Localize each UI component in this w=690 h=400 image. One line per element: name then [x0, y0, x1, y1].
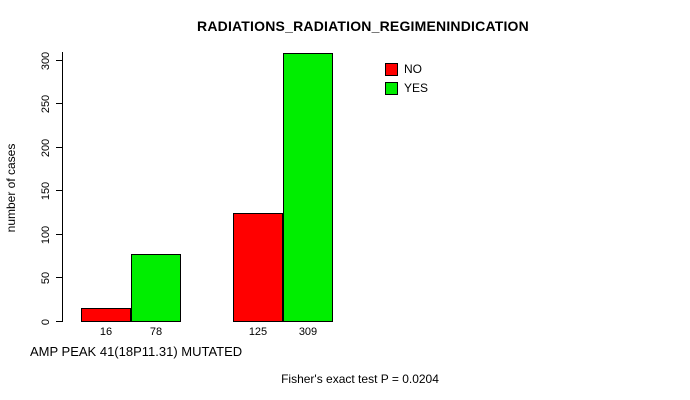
y-axis-tick-label-text: 100 — [40, 225, 52, 245]
y-axis-tick — [56, 103, 62, 105]
y-axis-tick-label-text: 50 — [40, 272, 52, 285]
legend: NO YES — [385, 62, 428, 100]
legend-label: YES — [404, 81, 429, 95]
y-axis-tick-label-text: 150 — [40, 182, 52, 201]
bar-no-group1 — [81, 308, 131, 322]
legend-swatch-no — [385, 62, 398, 76]
y-axis-tick — [56, 190, 62, 192]
legend-entry: NO — [385, 62, 428, 76]
legend-entry: YES — [385, 81, 428, 95]
x-axis-label: AMP PEAK 41(18P11.31) MUTATED — [30, 344, 243, 359]
y-axis-tick — [56, 146, 62, 148]
bar-yes-group2 — [283, 52, 333, 322]
chart-title: RADIATIONS_RADIATION_REGIMENINDICATION — [197, 18, 529, 34]
y-axis-tick — [56, 59, 62, 61]
bar-value-label: 125 — [248, 326, 268, 338]
legend-label: NO — [404, 62, 422, 76]
bar-value-label: 78 — [149, 326, 163, 338]
y-axis-tick — [56, 277, 62, 279]
y-axis-tick — [56, 321, 62, 322]
bar-value-label: 309 — [298, 326, 318, 338]
bar-no-group2 — [233, 213, 283, 322]
y-axis-tick-label-text: 250 — [40, 95, 52, 114]
y-axis-tick — [56, 233, 62, 235]
bar-yes-group1 — [131, 254, 181, 322]
y-axis-label-text: number of cases — [4, 143, 18, 233]
y-axis-tick-label-text: 200 — [40, 138, 52, 157]
legend-swatch-yes — [385, 81, 398, 95]
y-axis-tick-label-text: 300 — [40, 51, 52, 70]
bar-value-label: 16 — [99, 326, 113, 338]
annotation-pvalue: Fisher's exact test P = 0.0204 — [281, 372, 439, 386]
plot-area: 0 50 100 150 200 250 300 16 125 78 309 — [40, 52, 363, 338]
y-axis-tick-label-text: 0 — [40, 318, 52, 326]
